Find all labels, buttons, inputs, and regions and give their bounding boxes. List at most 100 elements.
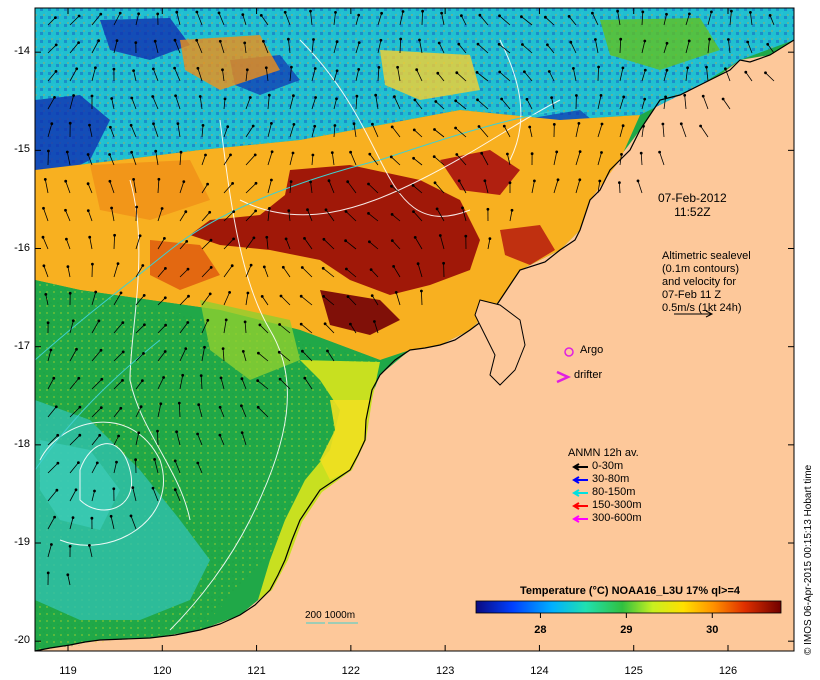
- velocity-arrow-head: [505, 152, 509, 156]
- velocity-arrow: [47, 349, 52, 362]
- velocity-arrow: [201, 293, 211, 306]
- velocity-arrow: [89, 237, 93, 250]
- velocity-arrow: [201, 154, 206, 166]
- velocity-arrow-head: [173, 38, 177, 42]
- velocity-arrow: [289, 181, 292, 194]
- velocity-arrow: [245, 154, 256, 166]
- velocity-arrow-head: [292, 123, 296, 126]
- velocity-arrow-head: [71, 516, 75, 519]
- velocity-arrow-head: [132, 177, 136, 181]
- velocity-arrow-head: [379, 38, 383, 42]
- velocity-arrow: [414, 129, 423, 138]
- velocity-arrow: [87, 154, 93, 166]
- velocity-arrow-head: [348, 322, 352, 326]
- velocity-arrow-head: [219, 376, 223, 380]
- velocity-arrow: [47, 435, 58, 446]
- velocity-arrow-head: [486, 207, 490, 211]
- velocity-arrow: [154, 41, 159, 54]
- velocity-arrow-head: [258, 323, 262, 327]
- velocity-arrow-head: [121, 321, 125, 325]
- velocity-arrow-head: [687, 39, 691, 43]
- velocity-arrow-head: [52, 376, 56, 380]
- velocity-arrow-head: [433, 181, 437, 185]
- velocity-arrow-head: [163, 296, 167, 300]
- velocity-arrow: [267, 151, 273, 166]
- velocity-arrow: [223, 319, 227, 334]
- velocity-arrow: [322, 267, 335, 278]
- velocity-arrow-head: [322, 294, 326, 298]
- velocity-arrow: [310, 11, 313, 26]
- velocity-arrow: [113, 263, 119, 278]
- velocity-arrow: [179, 348, 187, 362]
- velocity-arrow-head: [78, 433, 82, 437]
- velocity-arrow: [617, 11, 621, 26]
- velocity-arrow: [619, 96, 625, 110]
- velocity-arrow-head: [480, 151, 484, 155]
- velocity-arrow-head: [195, 10, 199, 14]
- velocity-arrow-head: [569, 40, 573, 44]
- velocity-arrow-head: [256, 379, 260, 383]
- colorbar-tick-label: 30: [706, 624, 719, 636]
- velocity-arrow-head: [766, 42, 770, 46]
- velocity-arrow: [157, 324, 166, 334]
- velocity-arrow: [261, 296, 269, 306]
- velocity-arrow: [201, 347, 205, 362]
- velocity-arrow-head: [455, 71, 459, 75]
- velocity-arrow-head: [488, 237, 492, 241]
- velocity-arrow-head: [231, 181, 235, 185]
- velocity-arrow-head: [313, 67, 317, 70]
- velocity-arrow: [176, 12, 181, 26]
- velocity-arrow: [260, 15, 269, 26]
- velocity-arrow: [89, 545, 93, 558]
- velocity-arrow-head: [267, 206, 271, 210]
- velocity-arrow-head: [108, 179, 112, 183]
- velocity-arrow-head: [208, 292, 212, 296]
- velocity-arrow: [245, 237, 255, 250]
- velocity-arrow: [109, 181, 115, 194]
- velocity-arrow: [399, 38, 402, 54]
- velocity-arrow-head: [175, 10, 179, 14]
- velocity-arrow: [91, 435, 101, 446]
- velocity-arrow: [524, 71, 533, 82]
- velocity-arrow: [157, 403, 162, 418]
- velocity-arrow: [412, 185, 423, 194]
- velocity-arrow: [47, 378, 55, 390]
- velocity-arrow: [333, 125, 336, 138]
- velocity-arrow-head: [598, 179, 602, 183]
- velocity-arrow-head: [181, 373, 185, 377]
- velocity-arrow-head: [75, 67, 79, 71]
- velocity-arrow-head: [575, 94, 578, 97]
- velocity-arrow-head: [262, 265, 266, 269]
- velocity-arrow-head: [708, 37, 711, 41]
- velocity-arrow-head: [390, 184, 393, 188]
- velocity-arrow: [91, 320, 100, 334]
- velocity-arrow: [553, 151, 558, 166]
- velocity-arrow-head: [42, 206, 45, 210]
- velocity-arrow: [461, 15, 467, 26]
- velocity-arrow-head: [137, 431, 141, 435]
- velocity-arrow-head: [221, 68, 224, 72]
- velocity-arrow-head: [642, 124, 645, 128]
- velocity-arrow: [174, 40, 181, 54]
- velocity-arrow-head: [352, 122, 356, 126]
- velocity-arrow-head: [88, 544, 91, 547]
- velocity-arrow: [113, 292, 122, 306]
- velocity-arrow-head: [368, 152, 372, 156]
- velocity-arrow-head: [344, 239, 348, 243]
- velocity-arrow: [69, 489, 77, 502]
- velocity-arrow-head: [323, 322, 327, 326]
- velocity-arrow-head: [639, 151, 643, 155]
- velocity-arrow-head: [314, 96, 318, 99]
- velocity-arrow-head: [248, 96, 252, 99]
- lat-tick-label: -14: [14, 45, 30, 58]
- velocity-arrow-head: [218, 433, 222, 437]
- velocity-arrow: [267, 179, 272, 194]
- anmn-legend-entry: 150-300m: [592, 499, 642, 511]
- velocity-arrow: [707, 11, 712, 26]
- velocity-arrow-head: [95, 461, 99, 465]
- velocity-arrow-head: [65, 237, 68, 241]
- velocity-arrow-head: [476, 42, 480, 46]
- velocity-arrow-head: [68, 291, 72, 295]
- velocity-arrow: [91, 407, 102, 418]
